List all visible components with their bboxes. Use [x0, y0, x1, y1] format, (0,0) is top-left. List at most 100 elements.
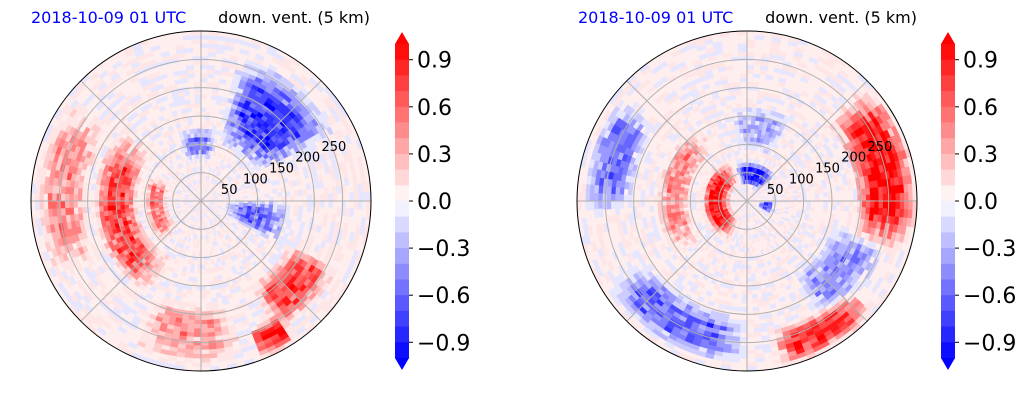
field-cell — [229, 208, 235, 212]
field-cell — [146, 189, 152, 194]
field-cell — [64, 115, 73, 126]
field-cell — [218, 109, 226, 115]
field-cell — [691, 282, 699, 290]
field-cell — [738, 176, 742, 181]
field-cell — [772, 203, 777, 206]
field-cell — [311, 200, 317, 208]
field-cell — [304, 254, 312, 263]
field-cell — [141, 191, 147, 196]
field-cell — [683, 190, 689, 196]
field-cell — [674, 201, 680, 206]
field-cell — [226, 97, 234, 104]
field-cell — [211, 297, 218, 303]
field-cell — [171, 110, 178, 117]
field-cell — [749, 171, 752, 176]
field-cell — [295, 325, 307, 336]
field-cell — [149, 44, 161, 52]
field-cell — [637, 146, 645, 156]
field-cell — [709, 208, 715, 212]
field-cell — [754, 204, 759, 208]
field-cell — [192, 180, 195, 186]
field-cell — [741, 217, 744, 223]
field-cell — [261, 251, 268, 259]
field-cell — [729, 199, 735, 201]
field-cell — [792, 254, 799, 261]
field-cell — [73, 290, 83, 301]
left-cb-tick-0.0: 0.0 — [417, 190, 452, 215]
field-cell — [324, 304, 335, 315]
field-cell — [731, 227, 736, 233]
field-cell — [160, 51, 171, 58]
field-cell — [766, 175, 772, 180]
field-cell — [749, 209, 752, 214]
field-cell — [734, 276, 740, 282]
field-cell — [766, 260, 772, 266]
field-cell — [101, 297, 111, 307]
field-cell — [717, 162, 723, 169]
field-cell — [749, 213, 752, 218]
field-cell — [198, 205, 201, 210]
field-cell — [781, 223, 787, 229]
field-cell — [108, 181, 114, 188]
field-cell — [740, 180, 743, 185]
field-cell — [172, 229, 178, 235]
field-cell — [182, 189, 187, 193]
field-cell — [659, 151, 667, 160]
field-cell — [46, 143, 55, 154]
field-cell — [217, 213, 222, 218]
field-cell — [281, 204, 287, 210]
field-cell — [179, 219, 185, 224]
field-cell — [726, 213, 731, 218]
field-cell — [112, 76, 123, 85]
field-cell — [747, 175, 750, 180]
field-cell — [71, 302, 82, 313]
field-cell — [107, 68, 118, 78]
field-cell — [636, 212, 643, 220]
field-cell — [712, 229, 718, 235]
field-cell — [745, 213, 747, 219]
field-cell — [682, 240, 689, 247]
field-cell — [648, 249, 656, 258]
left-r-label-250: 250 — [321, 140, 346, 155]
field-cell — [315, 206, 321, 214]
field-cell — [212, 174, 217, 179]
field-cell — [129, 307, 139, 316]
field-cell — [773, 93, 782, 100]
field-cell — [857, 200, 863, 208]
field-cell — [743, 145, 747, 151]
field-cell — [739, 195, 744, 199]
field-cell — [115, 292, 125, 301]
field-cell — [138, 213, 144, 219]
field-cell — [158, 194, 164, 198]
left-polar-panel: 2018-10-09 01 UTC down. vent. (5 km) 50 … — [30, 8, 470, 372]
field-cell — [752, 81, 760, 87]
field-cell — [691, 206, 697, 211]
field-cell — [276, 251, 284, 259]
field-cell — [763, 172, 768, 177]
field-cell — [708, 218, 715, 223]
field-cell — [189, 268, 195, 274]
field-cell — [737, 167, 741, 173]
field-cell — [116, 187, 122, 194]
field-cell — [674, 144, 681, 152]
field-cell — [152, 346, 163, 354]
field-cell — [195, 189, 198, 194]
field-cell — [714, 178, 720, 183]
polar-grid-spoke — [200, 80, 322, 202]
field-cell — [796, 238, 803, 244]
field-cell — [746, 102, 753, 108]
field-cell — [187, 120, 194, 126]
field-cell — [786, 230, 793, 236]
field-cell — [186, 184, 191, 189]
field-cell — [267, 211, 273, 217]
field-cell — [149, 152, 156, 159]
field-cell — [250, 208, 256, 213]
field-cell — [315, 259, 323, 270]
field-cell — [724, 210, 729, 215]
field-cell — [762, 166, 767, 172]
field-cell — [717, 215, 723, 220]
field-cell — [188, 182, 192, 188]
field-cell — [166, 181, 172, 186]
field-cell — [186, 284, 193, 291]
field-cell — [211, 178, 216, 184]
